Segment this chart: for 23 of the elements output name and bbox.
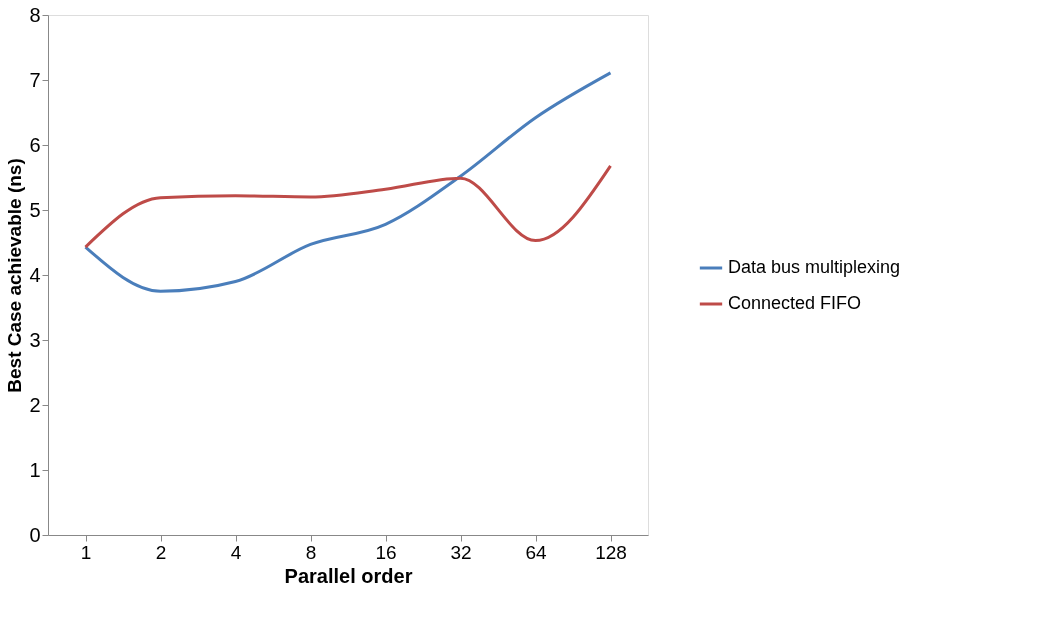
x-tick-label: 64 — [525, 541, 547, 563]
x-tick-label: 2 — [155, 541, 167, 563]
x-tick-label: 4 — [230, 541, 242, 563]
x-tick-label: 1 — [80, 541, 92, 563]
y-tick-label: 8 — [29, 3, 41, 26]
y-tick-label: 4 — [29, 263, 41, 286]
x-tick-label: 128 — [595, 541, 627, 563]
x-axis-title: Parallel order — [284, 564, 413, 587]
y-tick-label: 6 — [29, 133, 41, 156]
x-tick-label: 16 — [375, 541, 397, 563]
legend-label: Data bus multiplexing — [728, 257, 901, 277]
x-tick-label: 32 — [450, 541, 472, 563]
y-tick-label: 0 — [29, 523, 41, 546]
y-tick-label: 7 — [29, 68, 41, 91]
legend-label: Connected FIFO — [728, 293, 862, 313]
y-tick-label: 1 — [29, 458, 41, 481]
line-series — [84, 164, 612, 249]
y-tick-label: 3 — [29, 328, 41, 351]
y-tick-label: 2 — [29, 393, 41, 416]
y-tick-label: 5 — [29, 198, 41, 221]
x-tick-label: 8 — [305, 541, 317, 563]
line-series — [84, 71, 612, 293]
y-axis-title: Best Case achievable (ns) — [4, 158, 26, 393]
